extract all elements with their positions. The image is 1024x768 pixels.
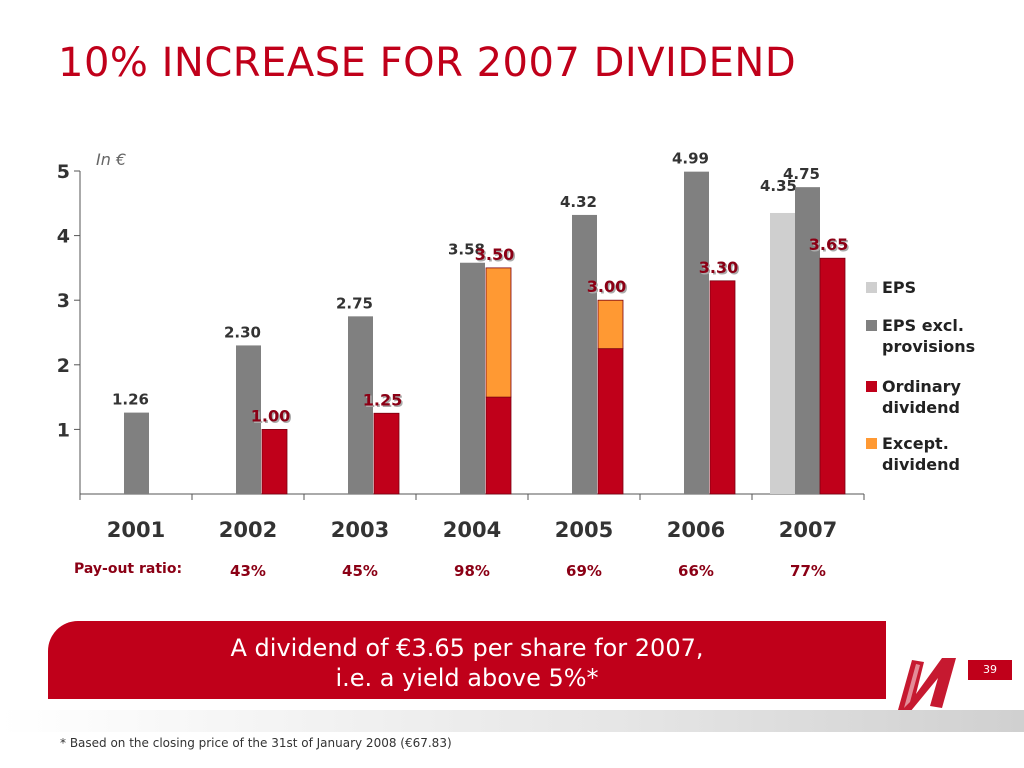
eps-excl-bar: [236, 345, 261, 494]
dividend-total-shadow: 3.50: [476, 246, 515, 265]
footnote: * Based on the closing price of the 31st…: [60, 736, 452, 750]
ordinary-dividend-bar: [373, 412, 400, 495]
dividend-total-shadow: 3.00: [588, 279, 627, 298]
callout-line-1: A dividend of €3.65 per share for 2007,: [230, 634, 704, 662]
dividend-total-label: 3.50: [475, 245, 514, 264]
dividend-total-label: 3.00: [587, 277, 626, 296]
eps-excl-bar: [572, 214, 597, 495]
x-category-label: 2003: [331, 518, 389, 542]
legend-label: dividend: [882, 455, 960, 474]
payout-ratio-value: 45%: [342, 562, 378, 580]
unit-label: In €: [96, 150, 126, 169]
eps-excl-value-label: 4.99: [672, 150, 709, 168]
payout-ratio-label: Pay-out ratio:: [74, 561, 182, 577]
dividend-total-shadow: 1.25: [364, 392, 403, 411]
legend-swatch: [866, 438, 877, 449]
x-category-label: 2006: [667, 518, 725, 542]
legend-swatch: [866, 381, 877, 392]
exceptional-dividend-bar: [597, 299, 624, 350]
legend-label: provisions: [882, 337, 975, 356]
page-title: 10% INCREASE FOR 2007 DIVIDEND: [58, 40, 797, 86]
legend-label: dividend: [882, 398, 960, 417]
eps-bar: [770, 212, 795, 495]
dividend-callout: A dividend of €3.65 per share for 2007, …: [48, 621, 886, 699]
eps-excl-value-label: 4.75: [783, 165, 820, 183]
ordinary-dividend-bar: [485, 396, 512, 495]
legend-swatch: [866, 282, 877, 293]
eps-excl-value-label: 2.75: [336, 294, 373, 312]
ordinary-dividend-bar: [597, 348, 624, 495]
callout-line-2: i.e. a yield above 5%*: [335, 664, 599, 692]
eps-excl-value-label: 4.32: [560, 193, 597, 211]
payout-ratio-value: 43%: [230, 562, 266, 580]
dividend-total-label: 1.25: [363, 390, 402, 409]
y-tick-label: 1: [57, 419, 70, 441]
y-tick-label: 5: [57, 161, 70, 183]
legend-label: EPS excl.: [882, 316, 964, 335]
ordinary-dividend-bar: [819, 257, 846, 495]
company-logo-icon: [898, 658, 956, 712]
eps-value-label: 4.35: [760, 177, 797, 195]
payout-ratio-value: 77%: [790, 562, 826, 580]
y-tick-label: 3: [57, 290, 70, 312]
dividend-total-shadow: 1.00: [252, 408, 291, 427]
dividend-total-shadow: 3.30: [700, 259, 739, 278]
dividend-total-label: 1.00: [251, 406, 290, 425]
ordinary-dividend-bar: [261, 428, 288, 495]
eps-excl-bar: [684, 171, 709, 494]
eps-excl-value-label: 3.58: [448, 241, 485, 259]
eps-excl-bar: [124, 412, 149, 494]
payout-ratio-value: 66%: [678, 562, 714, 580]
exceptional-dividend-bar: [485, 267, 512, 398]
x-category-label: 2005: [555, 518, 613, 542]
dividend-total-label: 3.30: [699, 258, 738, 277]
dividend-total-label: 3.65: [809, 235, 848, 254]
eps-excl-value-label: 1.26: [112, 391, 149, 409]
y-tick-label: 2: [57, 355, 70, 377]
legend-label: Ordinary: [882, 377, 962, 396]
eps-excl-bar: [460, 262, 485, 494]
footer-band: [0, 710, 1024, 732]
eps-excl-value-label: 2.30: [224, 323, 261, 341]
eps-excl-bar: [348, 316, 373, 494]
legend-label: Except.: [882, 434, 949, 453]
page-number: 39: [968, 660, 1012, 680]
x-category-label: 2001: [107, 518, 165, 542]
x-category-label: 2007: [779, 518, 837, 542]
dividend-total-shadow: 3.65: [810, 237, 849, 256]
x-category-label: 2004: [443, 518, 501, 542]
y-tick-label: 4: [57, 226, 70, 248]
eps-excl-bar: [795, 187, 820, 494]
legend-swatch: [866, 320, 877, 331]
dividend-chart: In €1234520011.2620022.301.001.0043%2003…: [57, 150, 975, 580]
payout-ratio-value: 98%: [454, 562, 490, 580]
ordinary-dividend-bar: [709, 280, 736, 495]
payout-ratio-value: 69%: [566, 562, 602, 580]
legend-label: EPS: [882, 278, 916, 297]
x-category-label: 2002: [219, 518, 277, 542]
